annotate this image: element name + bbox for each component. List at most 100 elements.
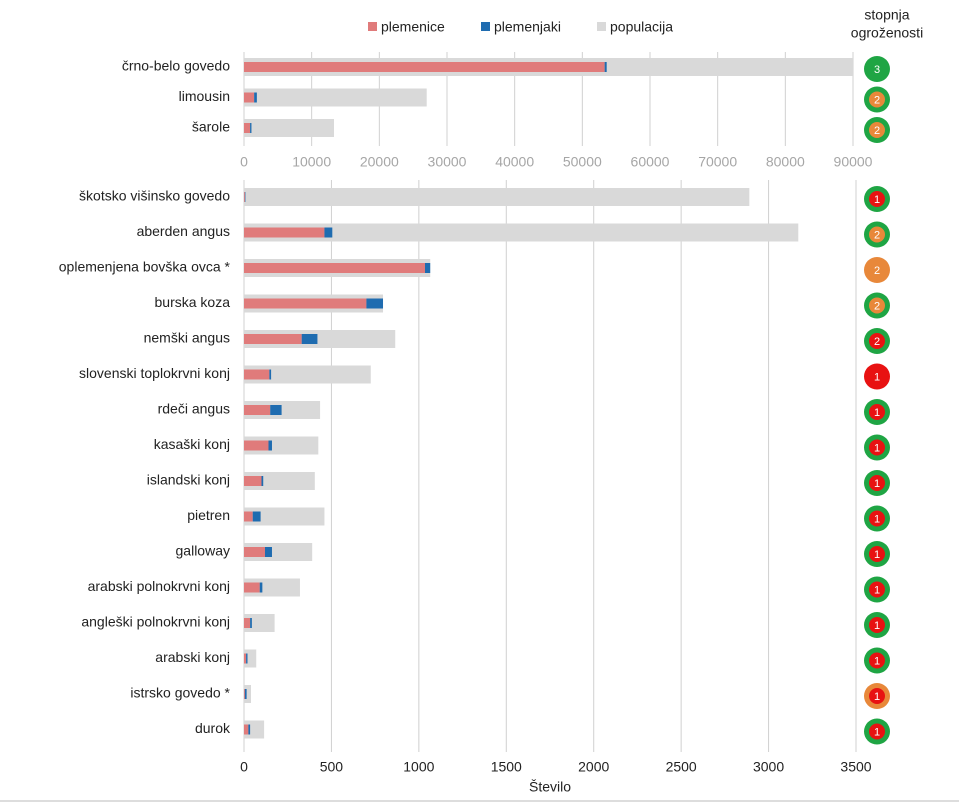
stack-bar (366, 298, 384, 309)
x-tick-label: 60000 (631, 154, 670, 170)
category-label: limousin (179, 88, 230, 104)
population-bar (244, 88, 427, 107)
threat-core (869, 439, 885, 456)
category-label: oplemenjena bovška ovca * (59, 259, 231, 275)
threat-core (869, 91, 885, 108)
stack-bar (244, 618, 251, 628)
stack-bar (244, 689, 245, 699)
stack-bar (244, 192, 245, 202)
x-tick-label: 70000 (698, 154, 737, 170)
stack-bar (244, 298, 367, 309)
threat-level: 1 (874, 194, 880, 206)
stack-bar (261, 476, 264, 486)
threat-level: 2 (874, 229, 880, 241)
category-label: kasaški konj (154, 436, 230, 452)
stack-bar (244, 511, 253, 522)
stack-bar (324, 227, 333, 238)
category-label: burska koza (155, 294, 231, 310)
threat-core (869, 333, 885, 349)
category-label: nemški angus (144, 330, 230, 346)
category-label: škotsko višinsko govedo (79, 188, 230, 204)
threat-core (869, 226, 885, 243)
stack-bar (244, 92, 255, 103)
stack-bar (244, 547, 265, 557)
x-tick-label: 30000 (428, 154, 467, 170)
x-tick-label: 80000 (766, 154, 805, 170)
threat-level: 1 (874, 726, 880, 738)
threat-level: 2 (874, 336, 880, 348)
x-tick-label: 90000 (834, 154, 873, 170)
population-bar (244, 507, 325, 526)
x-tick-label: 1500 (491, 759, 522, 775)
threat-level: 2 (874, 265, 880, 277)
stack-bar (424, 263, 431, 273)
stack-bar (604, 62, 607, 72)
x-tick-label: 20000 (360, 154, 399, 170)
threat-core (869, 475, 885, 491)
threat-level: 2 (874, 300, 880, 312)
stack-bar (248, 724, 251, 735)
x-tick-label: 500 (320, 759, 344, 775)
threat-level: 1 (874, 584, 880, 596)
x-tick-label: 2500 (666, 759, 697, 775)
threat-core (869, 617, 885, 633)
stack-bar (252, 511, 261, 522)
stack-bar (264, 547, 272, 557)
threat-ring (864, 363, 890, 390)
category-label: durok (195, 720, 231, 736)
threat-core (869, 546, 885, 562)
legend-label: plemenice (381, 19, 445, 35)
threat-level: 1 (874, 513, 880, 525)
stack-bar (250, 618, 252, 628)
threat-level: 1 (874, 620, 880, 632)
stack-bar (244, 123, 251, 133)
stack-bar (244, 263, 425, 273)
category-label: istrsko govedo * (130, 685, 230, 701)
stack-bar (301, 334, 318, 344)
threat-level: 3 (874, 64, 880, 76)
x-axis-label: Število (529, 779, 571, 795)
stack-bar (244, 653, 247, 664)
stack-bar (244, 369, 270, 380)
population-bar (244, 188, 750, 206)
legend-label: plemenjaki (494, 19, 561, 35)
stack-bar (244, 405, 271, 415)
stack-bar (244, 227, 325, 238)
category-label: angleški polnokrvni konj (81, 614, 230, 630)
threat-level: 1 (874, 549, 880, 561)
x-tick-label: 50000 (563, 154, 602, 170)
category-label: arabski konj (155, 649, 230, 665)
stack-bar (268, 440, 272, 451)
category-label: šarole (192, 119, 230, 135)
threat-core (869, 510, 885, 527)
x-tick-label: 40000 (495, 154, 534, 170)
x-tick-label: 2000 (578, 759, 609, 775)
stack-bar (244, 582, 260, 593)
threat-level: 1 (874, 478, 880, 490)
category-label: islandski konj (147, 472, 230, 488)
legend-label: populacija (610, 19, 673, 35)
threat-core (869, 688, 885, 704)
stack-bar (244, 689, 247, 699)
threat-ring (864, 257, 890, 283)
x-tick-label: 10000 (292, 154, 331, 170)
category-label: galloway (176, 543, 230, 559)
legend-swatch (368, 22, 377, 31)
population-bar (244, 685, 251, 703)
category-label: črno-belo govedo (122, 58, 230, 74)
category-label: slovenski toplokrvni konj (79, 365, 230, 381)
x-tick-label: 3000 (753, 759, 784, 775)
threat-level: 1 (874, 371, 880, 383)
stack-bar (269, 369, 272, 380)
x-tick-label: 0 (240, 154, 248, 170)
stack-bar (244, 192, 246, 202)
threat-core (869, 652, 885, 669)
threat-core (869, 723, 885, 740)
stack-bar (244, 476, 262, 486)
threat-level: 2 (874, 94, 880, 106)
stack-bar (244, 440, 269, 451)
category-label: arabski polnokrvni konj (88, 578, 230, 594)
stack-bar (244, 334, 302, 344)
stack-bar (246, 653, 248, 664)
